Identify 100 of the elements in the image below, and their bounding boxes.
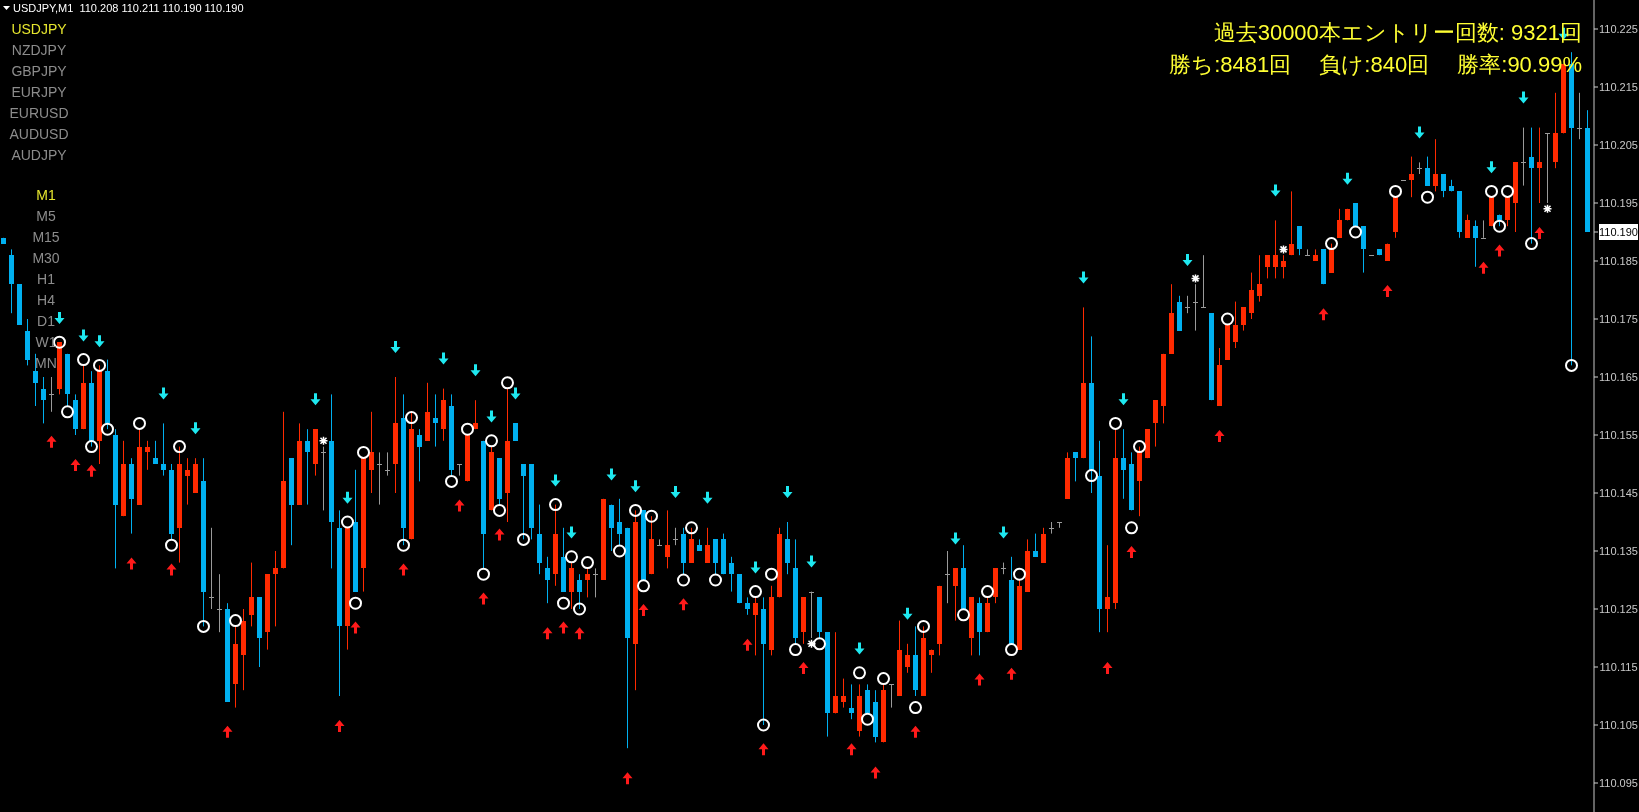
candlestick bbox=[161, 422, 166, 477]
point bbox=[1190, 273, 1201, 284]
point bbox=[846, 743, 857, 756]
point bbox=[750, 561, 761, 574]
annotation: EURUSD bbox=[9, 105, 69, 121]
annotation: AUDUSD bbox=[9, 126, 69, 142]
y-tick-label: 110.135 bbox=[1599, 545, 1638, 557]
candlestick bbox=[1201, 254, 1206, 308]
y-tick-label: 110.185 bbox=[1599, 255, 1638, 267]
candlestick bbox=[905, 643, 910, 674]
candlestick bbox=[1545, 132, 1550, 204]
candlestick bbox=[569, 562, 574, 610]
candlestick bbox=[1049, 521, 1054, 535]
candlestick bbox=[1153, 399, 1158, 448]
candlestick bbox=[1473, 219, 1478, 268]
candlestick bbox=[545, 556, 550, 604]
candlestick bbox=[713, 538, 718, 575]
point bbox=[94, 335, 105, 348]
point bbox=[46, 435, 57, 448]
annotation: GBPJPY bbox=[11, 63, 68, 79]
candlestick bbox=[1577, 92, 1582, 140]
candlestick bbox=[1105, 544, 1110, 633]
point bbox=[1414, 126, 1425, 139]
candlestick bbox=[1073, 451, 1078, 482]
point bbox=[1182, 254, 1193, 266]
point bbox=[54, 312, 65, 324]
point bbox=[1534, 227, 1545, 239]
candlestick bbox=[473, 399, 478, 430]
candlestick bbox=[185, 457, 190, 506]
candlestick bbox=[1249, 272, 1254, 320]
candlestick bbox=[377, 451, 382, 506]
y-tick-label: 110.095 bbox=[1599, 777, 1638, 789]
point bbox=[630, 480, 641, 493]
y-tick-label: 110.225 bbox=[1599, 23, 1638, 35]
candlestick bbox=[1193, 283, 1198, 332]
point bbox=[1078, 271, 1089, 284]
point bbox=[542, 627, 553, 640]
point bbox=[1518, 91, 1529, 104]
point bbox=[854, 642, 865, 655]
candlestick bbox=[1521, 127, 1526, 187]
candlestick bbox=[1529, 127, 1534, 245]
annotation: M15 bbox=[32, 229, 60, 245]
candlestick bbox=[729, 556, 734, 593]
point bbox=[910, 725, 921, 738]
annotation: H1 bbox=[37, 271, 56, 287]
annotation: AUDJPY bbox=[11, 147, 68, 163]
candlestick bbox=[321, 446, 326, 511]
point bbox=[510, 387, 521, 400]
point bbox=[222, 725, 233, 738]
candlestick bbox=[1121, 428, 1126, 500]
candlestick bbox=[1409, 156, 1414, 198]
point bbox=[1126, 546, 1137, 558]
candlestick bbox=[1033, 533, 1038, 558]
y-tick-label: 110.190 bbox=[1599, 226, 1638, 238]
candlestick bbox=[1265, 254, 1270, 279]
point bbox=[1318, 308, 1329, 321]
point bbox=[86, 464, 97, 477]
point bbox=[1382, 285, 1393, 297]
candlestick bbox=[673, 527, 678, 546]
point bbox=[486, 410, 497, 423]
point bbox=[1006, 667, 1017, 680]
point bbox=[190, 422, 201, 435]
candlestick bbox=[369, 411, 374, 494]
point bbox=[1118, 393, 1129, 406]
candlestick bbox=[1329, 243, 1334, 274]
annotation: M30 bbox=[32, 250, 60, 266]
annotation: M5 bbox=[36, 208, 56, 224]
annotation: M1 bbox=[36, 187, 56, 203]
candlestick bbox=[705, 527, 710, 564]
y-tick-label: 110.195 bbox=[1599, 197, 1638, 209]
candlestick bbox=[305, 428, 310, 506]
candlestick bbox=[889, 683, 894, 709]
candlestick bbox=[617, 498, 622, 546]
point bbox=[870, 766, 881, 779]
candlestick bbox=[1337, 208, 1342, 239]
point bbox=[318, 436, 329, 446]
candlestick bbox=[1361, 225, 1366, 274]
chart-title: USDJPY,M1 110.208 110.211 110.190 110.190 bbox=[13, 2, 244, 14]
point bbox=[126, 557, 137, 570]
y-tick-label: 110.145 bbox=[1599, 487, 1638, 499]
candlestick bbox=[1433, 138, 1438, 192]
candlestick bbox=[385, 451, 390, 477]
point bbox=[574, 627, 585, 640]
y-tick-label: 110.125 bbox=[1599, 603, 1638, 615]
candlestick bbox=[841, 678, 846, 709]
candlestick bbox=[657, 538, 662, 546]
y-tick-label: 110.165 bbox=[1599, 371, 1638, 383]
candlestick bbox=[953, 567, 958, 622]
candlestick bbox=[753, 596, 758, 656]
point bbox=[1542, 204, 1553, 214]
point bbox=[1214, 430, 1225, 442]
point bbox=[550, 474, 561, 487]
annotation: USDJPY bbox=[11, 21, 68, 37]
point bbox=[622, 772, 633, 785]
candlestick bbox=[577, 573, 582, 610]
candlestick bbox=[33, 353, 38, 407]
candlestick bbox=[209, 527, 214, 610]
point bbox=[758, 743, 769, 756]
point bbox=[998, 526, 1009, 539]
point bbox=[702, 491, 713, 504]
